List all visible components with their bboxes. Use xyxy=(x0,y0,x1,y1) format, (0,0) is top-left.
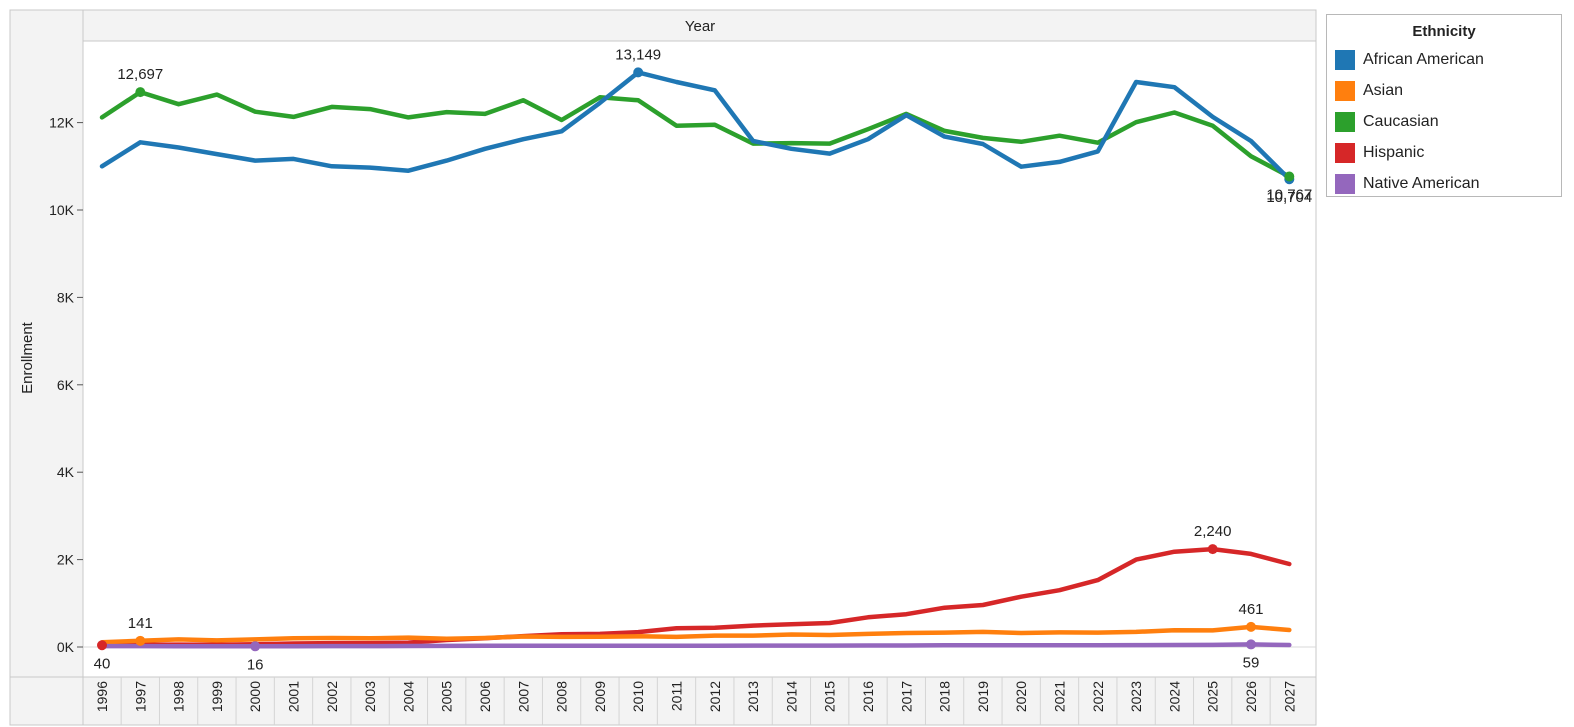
x-tick-label: 1998 xyxy=(171,681,187,712)
legend-label: Asian xyxy=(1363,81,1404,99)
x-tick-label: 2017 xyxy=(898,681,914,712)
x-tick-label: 2020 xyxy=(1013,681,1029,712)
column-header: Year xyxy=(685,18,715,35)
x-tick-label: 2021 xyxy=(1052,681,1068,712)
data-label: 40 xyxy=(94,655,111,672)
y-tick-label: 10K xyxy=(49,202,75,218)
legend-item-african-american[interactable]: African American xyxy=(1327,44,1561,75)
x-tick-label: 2024 xyxy=(1166,681,1182,712)
data-point-marker xyxy=(135,635,146,646)
x-tick-label: 2004 xyxy=(400,681,416,712)
y-tick-label: 4K xyxy=(57,464,75,480)
legend-item-asian[interactable]: Asian xyxy=(1327,75,1561,106)
legend-swatch xyxy=(1335,111,1355,132)
data-label: 10,767 xyxy=(1266,186,1312,203)
x-tick-label: 1996 xyxy=(94,681,110,712)
data-point-marker xyxy=(1207,544,1218,555)
data-point-marker xyxy=(1284,171,1295,182)
data-point-marker xyxy=(135,87,146,98)
data-point-marker xyxy=(1246,639,1256,650)
data-label: 141 xyxy=(128,615,153,632)
legend-swatch xyxy=(1335,142,1355,163)
data-label: 2,240 xyxy=(1194,523,1232,540)
x-tick-label: 2022 xyxy=(1090,681,1106,712)
data-label: 10,704 xyxy=(1266,189,1312,206)
data-label: 59 xyxy=(1243,654,1260,671)
x-tick-label: 2013 xyxy=(745,681,761,712)
x-tick-label: 2025 xyxy=(1205,681,1221,712)
legend-title: Ethnicity xyxy=(1412,23,1476,40)
legend-item-caucasian[interactable]: Caucasian xyxy=(1327,106,1561,137)
legend-swatch xyxy=(1335,49,1355,70)
legend-swatch xyxy=(1335,173,1355,194)
x-tick-label: 2015 xyxy=(822,681,838,712)
plot-area xyxy=(82,40,1317,678)
data-point-marker xyxy=(250,641,261,652)
x-tick-label: 2016 xyxy=(860,681,876,712)
x-tick-label: 2000 xyxy=(247,681,263,712)
data-label: 12,697 xyxy=(117,66,163,83)
y-tick-label: 0K xyxy=(57,639,75,655)
legend-label: Caucasian xyxy=(1363,112,1439,130)
x-tick-label: 2002 xyxy=(324,681,340,712)
legend-label: Native American xyxy=(1363,174,1480,192)
legend-label: Hispanic xyxy=(1363,143,1425,161)
x-tick-label: 2003 xyxy=(362,681,378,712)
data-point-marker xyxy=(633,67,644,78)
series-line-asian xyxy=(99,624,1292,645)
series-lines xyxy=(99,70,1292,649)
data-label: 13,149 xyxy=(615,46,661,63)
y-tick-label: 2K xyxy=(57,552,75,568)
y-axis-label: Enrollment xyxy=(19,321,36,394)
y-axis-panel xyxy=(9,9,84,678)
x-tick-label: 2009 xyxy=(592,681,608,712)
x-axis: 1996 1997 1998 1999 2000 2001 2002 2003 2004 2005… xyxy=(94,677,1297,725)
legend-swatch xyxy=(1335,80,1355,101)
x-tick-label: 2007 xyxy=(515,681,531,712)
corner-panel xyxy=(9,676,84,726)
data-labels: 12,697 13,149 2,240 141 461 40 16 59 10,70410,76… xyxy=(94,46,1313,673)
legend-item-native-american[interactable]: Native American xyxy=(1327,168,1561,199)
x-tick-label: 2027 xyxy=(1281,681,1297,712)
legend: Ethnicity African American Asian Caucasi… xyxy=(1326,14,1562,197)
x-tick-label: 2001 xyxy=(286,681,302,712)
series-line-native-american xyxy=(99,642,1292,649)
x-tick-label: 2010 xyxy=(630,681,646,712)
x-tick-label: 2014 xyxy=(783,681,799,712)
x-tick-label: 2018 xyxy=(937,681,953,712)
series-line-african-american xyxy=(99,70,1292,182)
x-tick-label: 2011 xyxy=(669,681,685,711)
series-line-caucasian xyxy=(99,89,1292,179)
data-point-marker xyxy=(1246,621,1256,632)
x-tick-label: 1999 xyxy=(209,681,225,712)
x-tick-label: 2008 xyxy=(554,681,570,712)
y-tick-label: 12K xyxy=(49,115,75,131)
x-tick-label: 2026 xyxy=(1243,681,1259,712)
legend-item-hispanic[interactable]: Hispanic xyxy=(1327,137,1561,168)
x-tick-label: 2006 xyxy=(477,681,493,712)
header-panel xyxy=(82,9,1317,42)
y-tick-label: 8K xyxy=(57,289,75,305)
data-point-marker xyxy=(97,640,107,651)
data-label: 16 xyxy=(247,656,264,673)
x-tick-label: 2019 xyxy=(975,681,991,712)
series-line-hispanic xyxy=(99,546,1292,648)
x-tick-label: 1997 xyxy=(132,681,148,712)
data-label: 461 xyxy=(1238,601,1263,618)
y-tick-label: 6K xyxy=(57,377,75,393)
x-tick-label: 2023 xyxy=(1128,681,1144,712)
legend-label: African American xyxy=(1363,50,1484,68)
x-tick-label: 2005 xyxy=(439,681,455,712)
x-tick-label: 2012 xyxy=(707,681,723,712)
